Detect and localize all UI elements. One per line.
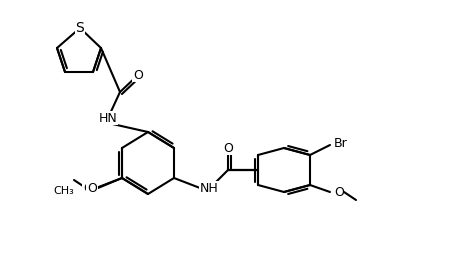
Text: O: O [87,181,97,194]
Text: O: O [133,68,143,81]
Text: O: O [83,181,93,194]
Text: S: S [75,21,84,35]
Text: NH: NH [199,181,218,194]
Text: O: O [333,185,343,198]
Text: CH₃: CH₃ [53,186,74,196]
Text: O: O [223,141,232,154]
Text: HN: HN [98,112,117,125]
Text: Br: Br [333,136,347,149]
